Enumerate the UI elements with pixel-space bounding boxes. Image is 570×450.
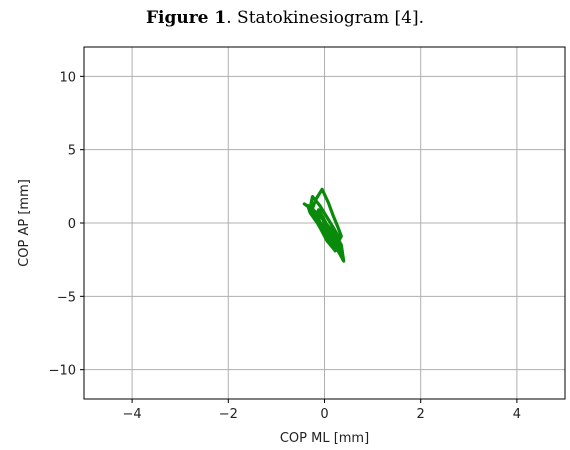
x-tick-label: 4	[513, 407, 521, 422]
figure-caption-text: . Statokinesiogram [4].	[226, 8, 425, 28]
series-layer	[302, 187, 346, 263]
y-tick-label: 5	[68, 144, 76, 159]
x-tick-label: 0	[320, 407, 328, 422]
y-axis-label: COP AP [mm]	[17, 179, 32, 267]
x-axis: −4 −2 0 2 4	[123, 399, 521, 422]
grid	[84, 47, 565, 399]
figure-label: Figure 1	[145, 8, 227, 28]
cop-trajectory-line	[302, 187, 346, 263]
x-tick-label: −4	[123, 407, 142, 422]
x-axis-label: COP ML [mm]	[280, 431, 369, 446]
y-axis: −10 −5 0 5 10	[49, 70, 84, 379]
y-tick-label: −5	[57, 290, 76, 305]
y-tick-label: 0	[68, 217, 76, 232]
x-tick-label: −2	[219, 407, 238, 422]
figure-caption: Figure 1. Statokinesiogram [4].	[0, 8, 570, 28]
y-tick-label: −10	[49, 364, 76, 379]
y-tick-label: 10	[59, 70, 76, 85]
x-tick-label: 2	[417, 407, 425, 422]
